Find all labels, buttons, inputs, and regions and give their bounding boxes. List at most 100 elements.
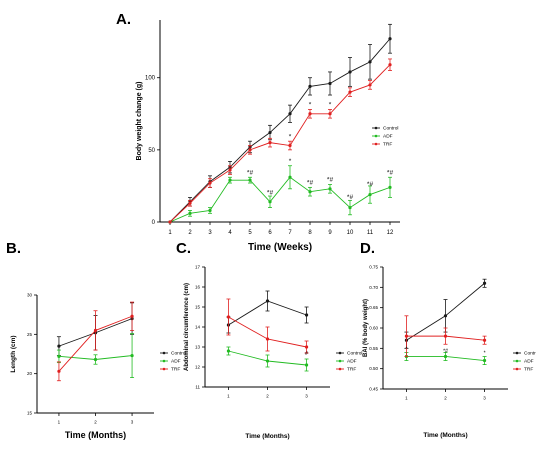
y-tick-label: 0.45 bbox=[369, 387, 378, 392]
y-tick-label: 14 bbox=[195, 325, 201, 330]
x-tick-label: 2 bbox=[266, 394, 269, 399]
legend-label: Control bbox=[347, 351, 362, 357]
data-point-adf bbox=[93, 357, 98, 362]
data-point-trf bbox=[404, 334, 409, 338]
y-tick-label: 0.75 bbox=[369, 265, 378, 270]
data-point-control bbox=[482, 281, 487, 285]
legend-label: ADF bbox=[347, 359, 357, 365]
legend-label: ADF bbox=[383, 134, 393, 140]
series-trf bbox=[226, 298, 309, 354]
y-axis-title: BAI (% body weight) bbox=[363, 299, 369, 357]
x-tick-label: 3 bbox=[305, 394, 308, 399]
significance-marker: # bbox=[305, 351, 308, 357]
legend-label: ADF bbox=[171, 359, 181, 365]
data-point-trf bbox=[226, 315, 231, 319]
legend-label: Control bbox=[524, 351, 536, 357]
data-point-adf bbox=[482, 358, 487, 363]
y-tick-label: 0.60 bbox=[369, 326, 378, 331]
x-tick-label: 11 bbox=[367, 230, 374, 236]
x-axis-title: Time (Weeks) bbox=[248, 242, 312, 253]
legend-marker bbox=[374, 134, 378, 138]
series-control bbox=[168, 23, 392, 224]
x-tick-label: 5 bbox=[248, 230, 252, 236]
data-point-trf bbox=[328, 112, 332, 116]
data-point-trf bbox=[348, 90, 352, 94]
legend-label: Control bbox=[171, 351, 186, 357]
significance-marker: * bbox=[309, 102, 312, 109]
significance-marker: *# bbox=[247, 169, 254, 176]
significance-marker: * bbox=[289, 158, 292, 165]
x-tick-label: 7 bbox=[288, 230, 292, 236]
x-tick-label: 3 bbox=[131, 420, 134, 425]
data-point-trf bbox=[388, 63, 392, 67]
legend-marker bbox=[515, 359, 519, 363]
x-tick-label: 6 bbox=[268, 230, 272, 236]
x-tick-label: 12 bbox=[387, 230, 394, 236]
data-point-adf bbox=[348, 205, 352, 210]
data-point-adf bbox=[265, 359, 270, 363]
series-trf bbox=[404, 315, 487, 357]
series-control bbox=[404, 278, 487, 349]
x-tick-label: 3 bbox=[483, 396, 486, 401]
series-trf bbox=[168, 58, 392, 224]
y-tick-label: 13 bbox=[195, 345, 201, 350]
data-point-adf bbox=[308, 190, 312, 194]
series-trf bbox=[56, 301, 135, 382]
legend-marker bbox=[162, 351, 166, 355]
data-point-trf bbox=[228, 168, 232, 172]
legend: Control ADF TRF bbox=[513, 351, 536, 373]
legend: Control ADF TRF bbox=[372, 126, 398, 148]
series-line-adf bbox=[169, 176, 391, 223]
x-tick-label: 1 bbox=[405, 396, 408, 401]
x-tick-label: 2 bbox=[94, 420, 97, 425]
data-point-control bbox=[304, 313, 309, 317]
data-point-control bbox=[268, 130, 272, 135]
y-tick-label: 16 bbox=[195, 285, 201, 290]
data-point-adf bbox=[248, 178, 252, 182]
y-tick-label: 17 bbox=[195, 265, 201, 270]
data-point-adf bbox=[228, 178, 232, 182]
y-tick-label: 0.55 bbox=[369, 346, 378, 351]
data-point-trf bbox=[208, 181, 212, 185]
data-point-trf bbox=[443, 334, 448, 338]
x-tick-label: 2 bbox=[188, 230, 192, 236]
x-axis-title: Time (Months) bbox=[245, 433, 289, 440]
y-tick-label: 0.50 bbox=[369, 366, 378, 371]
x-tick-label: 8 bbox=[308, 230, 312, 236]
data-point-trf bbox=[248, 148, 252, 152]
y-axis-title: Body weight change (g) bbox=[136, 82, 143, 161]
x-axis-title: Time (Months) bbox=[65, 430, 126, 440]
legend-marker bbox=[515, 351, 519, 355]
panel-label: A. bbox=[116, 11, 131, 28]
data-point-control bbox=[348, 70, 352, 74]
y-axis-title: Length (cm) bbox=[10, 335, 17, 372]
series-line-trf bbox=[169, 64, 391, 223]
legend-marker bbox=[374, 126, 378, 130]
legend-label: TRF bbox=[383, 142, 392, 148]
y-tick-label: 50 bbox=[148, 148, 155, 154]
data-point-trf bbox=[288, 143, 292, 148]
significance-marker: *# bbox=[307, 179, 314, 186]
data-point-adf bbox=[188, 211, 192, 215]
y-tick-label: 25 bbox=[27, 332, 33, 337]
significance-marker: *# bbox=[387, 169, 394, 176]
legend-label: TRF bbox=[347, 367, 356, 373]
data-point-trf bbox=[265, 337, 270, 341]
series-adf bbox=[226, 346, 309, 372]
data-point-adf bbox=[328, 187, 332, 191]
data-point-control bbox=[388, 37, 392, 41]
y-tick-label: 15 bbox=[195, 305, 201, 310]
data-point-adf bbox=[388, 185, 392, 189]
y-tick-label: 0.65 bbox=[369, 305, 378, 310]
data-point-adf bbox=[130, 353, 134, 358]
panel-label: B. bbox=[6, 240, 21, 257]
data-point-trf bbox=[268, 141, 272, 145]
data-point-trf bbox=[368, 83, 372, 87]
data-point-adf bbox=[368, 192, 372, 197]
panel-label: D. bbox=[360, 240, 375, 257]
legend: Control ADF TRF bbox=[336, 351, 362, 373]
y-axis-title: Abdominal circumference (cm) bbox=[184, 283, 190, 371]
legend-marker bbox=[374, 142, 378, 146]
